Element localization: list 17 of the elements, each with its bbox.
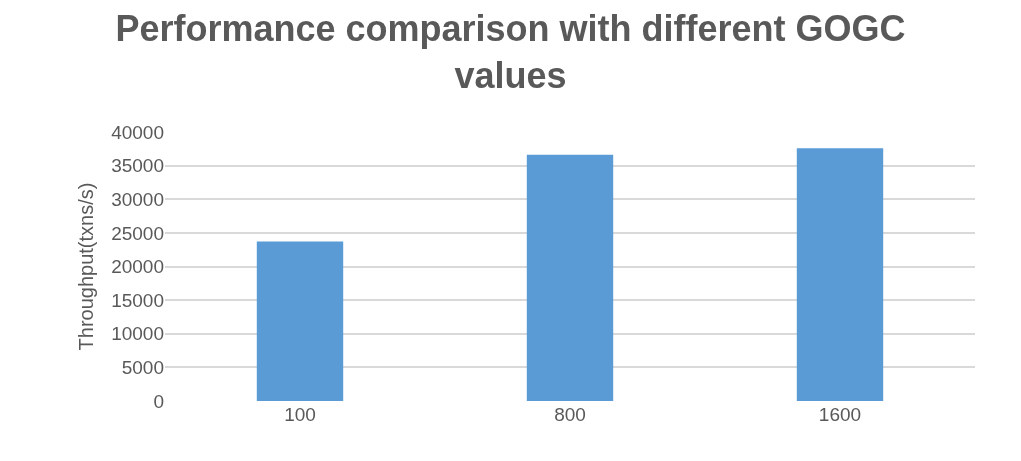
bar bbox=[526, 154, 614, 401]
chart-title: Performance comparison with different GOGC values bbox=[115, 8, 906, 97]
y-tick-label: 35000 bbox=[111, 155, 164, 177]
y-tick-label: 30000 bbox=[111, 188, 164, 210]
bar bbox=[256, 241, 344, 401]
y-tick-label: 10000 bbox=[111, 323, 164, 345]
y-tick-label: 0 bbox=[153, 390, 164, 412]
y-tick-label: 40000 bbox=[111, 121, 164, 143]
bar bbox=[796, 148, 884, 401]
y-tick-label: 25000 bbox=[111, 222, 164, 244]
y-axis-title: Throughput(txns/s) bbox=[74, 182, 97, 351]
y-tick-label: 20000 bbox=[111, 256, 164, 278]
x-tick-label: 1600 bbox=[818, 404, 862, 425]
y-tick-label: 15000 bbox=[111, 289, 164, 311]
x-tick-label: 100 bbox=[284, 404, 316, 425]
y-tick-label: 5000 bbox=[121, 357, 164, 379]
x-tick-label: 800 bbox=[554, 404, 586, 425]
